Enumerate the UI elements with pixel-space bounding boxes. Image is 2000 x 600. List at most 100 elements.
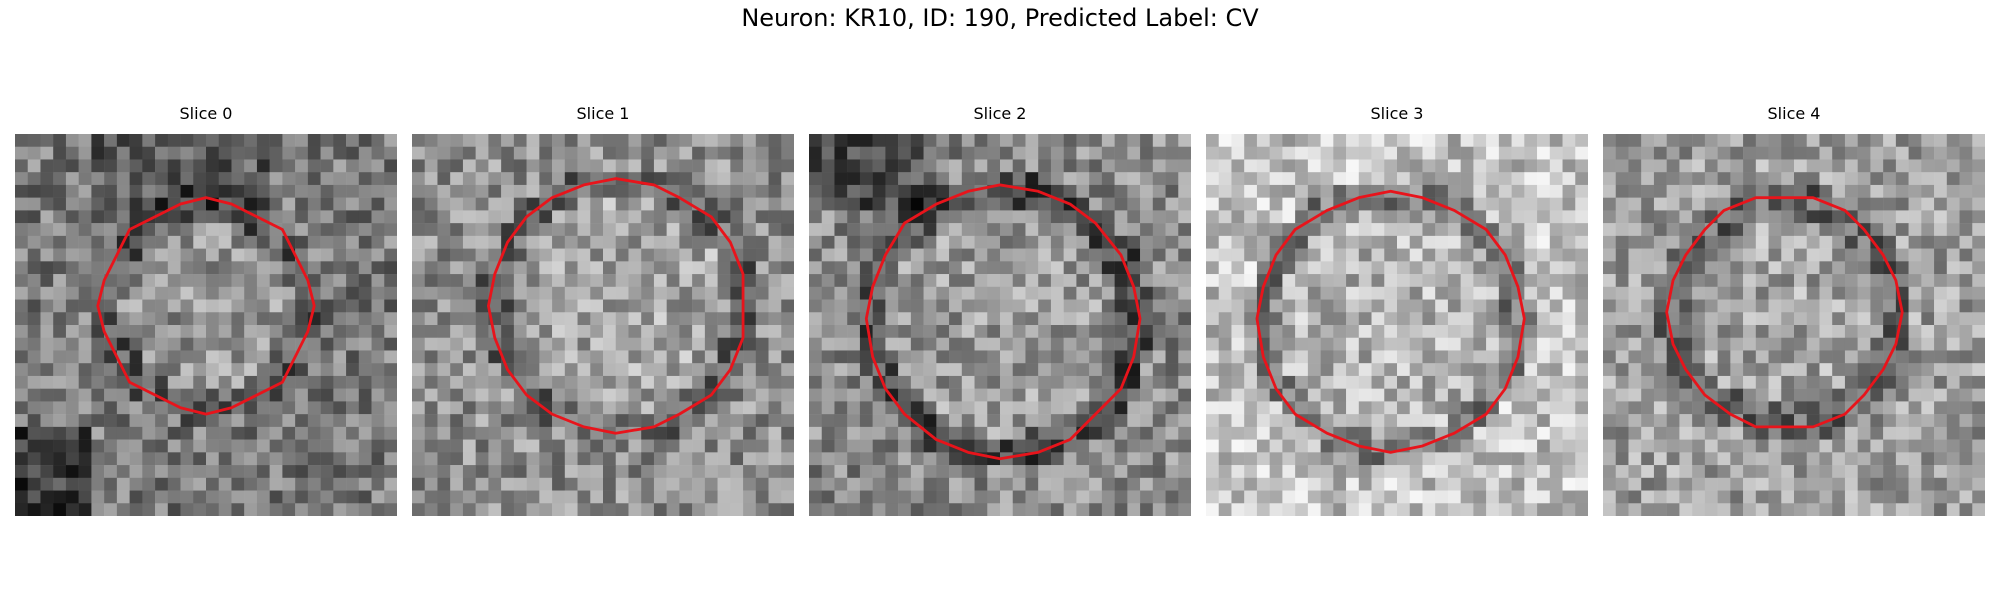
pixel — [1666, 426, 1680, 440]
pixel — [768, 261, 782, 275]
pixel — [590, 299, 604, 313]
pixel — [1844, 503, 1858, 516]
pixel — [320, 414, 334, 428]
pixel — [1653, 159, 1667, 173]
pixel — [1575, 325, 1588, 338]
pixel — [526, 503, 540, 516]
pixel — [717, 146, 731, 160]
pixel — [1422, 210, 1436, 224]
pixel — [1460, 490, 1474, 504]
pixel — [1422, 312, 1436, 326]
pixel — [1140, 312, 1154, 326]
pixel — [282, 134, 296, 147]
pixel — [167, 452, 181, 466]
pixel — [1603, 159, 1616, 173]
pixel — [974, 312, 988, 326]
pixel — [1717, 350, 1731, 364]
pixel — [320, 426, 334, 440]
pixel — [358, 299, 372, 313]
pixel — [358, 223, 372, 237]
pixel — [412, 235, 425, 249]
pixel — [755, 388, 769, 402]
pixel — [1384, 286, 1398, 300]
pixel — [333, 375, 347, 389]
pixel — [333, 452, 347, 466]
pixel — [539, 184, 553, 198]
pixel — [53, 172, 67, 186]
pixel — [40, 388, 54, 402]
pixel — [1152, 286, 1166, 300]
pixel — [1921, 325, 1935, 338]
pixel — [193, 363, 207, 377]
pixel — [1358, 299, 1372, 313]
pixel — [1435, 172, 1449, 186]
pixel — [1832, 452, 1846, 466]
pixel — [180, 426, 194, 440]
pixel — [295, 388, 309, 402]
pixel — [577, 439, 591, 453]
pixel — [53, 197, 67, 211]
pixel — [1641, 210, 1655, 224]
pixel — [1628, 503, 1642, 516]
pixel — [65, 388, 79, 402]
pixel — [1946, 299, 1960, 313]
pixel — [666, 325, 680, 338]
pixel — [206, 452, 219, 466]
pixel — [142, 299, 156, 313]
pixel — [27, 312, 41, 326]
pixel — [1794, 286, 1807, 300]
pixel — [1549, 210, 1563, 224]
pixel — [1806, 235, 1820, 249]
pixel — [371, 299, 385, 313]
pixel — [15, 159, 28, 173]
pixel — [1384, 503, 1398, 516]
pixel — [1755, 452, 1769, 466]
pixel — [1832, 426, 1846, 440]
pixel — [1282, 426, 1296, 440]
pixel — [104, 197, 118, 211]
pixel — [1934, 439, 1948, 453]
pixel — [116, 159, 130, 173]
pixel — [1409, 261, 1423, 275]
pixel — [1256, 337, 1270, 351]
pixel — [116, 134, 130, 147]
pixel — [1178, 286, 1191, 300]
pixel — [1615, 465, 1629, 479]
pixel — [552, 388, 566, 402]
pixel — [1038, 299, 1052, 313]
pixel — [1934, 337, 1948, 351]
pixel — [1717, 477, 1731, 491]
pixel — [809, 235, 822, 249]
pixel — [1921, 184, 1935, 198]
pixel — [231, 452, 245, 466]
pixel — [526, 439, 540, 453]
pixel — [781, 210, 794, 224]
pixel — [1537, 159, 1551, 173]
pixel — [717, 350, 731, 364]
pixel — [1320, 503, 1334, 516]
pixel — [462, 503, 476, 516]
pixel — [1282, 452, 1296, 466]
pixel — [1486, 414, 1500, 428]
pixel — [730, 503, 744, 516]
pixel — [1883, 452, 1897, 466]
pixel — [539, 261, 553, 275]
pixel — [552, 465, 566, 479]
pixel — [653, 210, 667, 224]
pixel — [1498, 312, 1512, 326]
pixel — [1282, 388, 1296, 402]
pixel — [91, 414, 105, 428]
pixel — [27, 172, 41, 186]
pixel — [885, 490, 899, 504]
pixel — [1819, 184, 1833, 198]
pixel — [666, 223, 680, 237]
pixel — [129, 363, 143, 377]
pixel — [821, 401, 835, 415]
pixel — [1038, 337, 1052, 351]
pixel — [307, 210, 321, 224]
pixel — [936, 375, 950, 389]
pixel — [1101, 477, 1115, 491]
pixel — [384, 388, 397, 402]
pixel — [603, 134, 616, 147]
pixel — [949, 235, 963, 249]
